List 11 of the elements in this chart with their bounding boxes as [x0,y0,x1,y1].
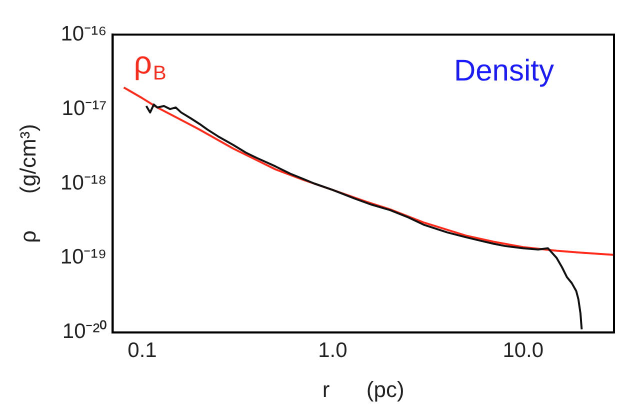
y-tick-label: 10⁻¹⁶ [60,22,107,46]
y-tick-label: 10⁻¹⁸ [60,171,107,194]
x-axis-title: r (pc) [322,376,404,402]
y-tick-label: 10⁻¹⁷ [62,96,107,120]
x-tick-label: 1.0 [318,338,348,362]
annotation: Density [454,54,554,88]
y-tick-label: 10⁻²⁰ [62,320,107,344]
y-tick-label: 10⁻¹⁹ [60,246,107,269]
y-axis-title: ρ (g/cm³) [15,124,40,243]
x-tick-label: 0.1 [128,338,157,362]
x-tick-label: 10.0 [502,338,544,362]
